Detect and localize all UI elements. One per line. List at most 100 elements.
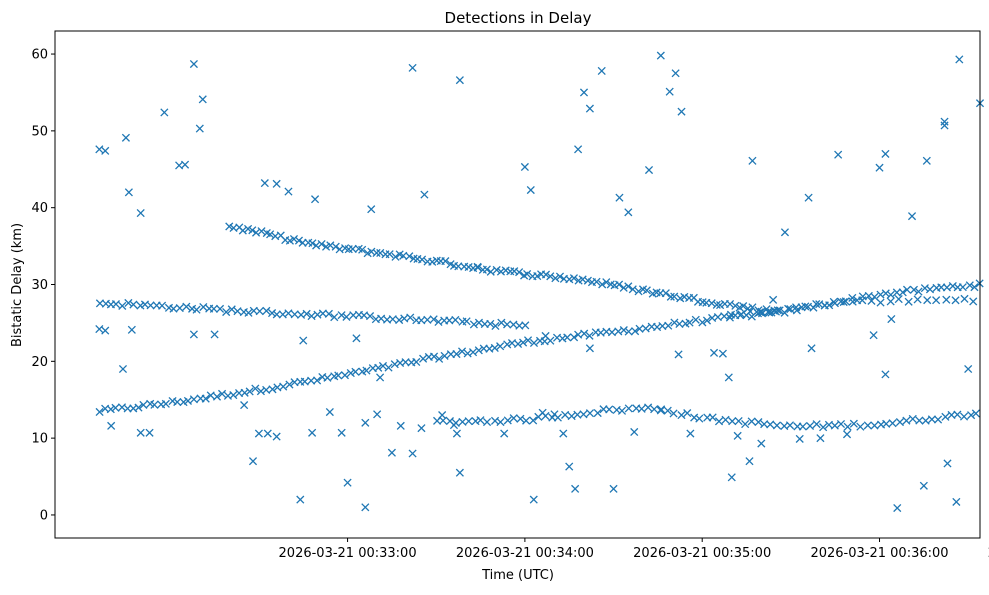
data-point bbox=[408, 449, 417, 458]
data-point bbox=[175, 304, 184, 313]
data-point bbox=[812, 299, 821, 309]
data-point bbox=[940, 117, 949, 126]
data-point bbox=[330, 313, 339, 322]
data-point bbox=[773, 306, 782, 315]
data-point bbox=[546, 272, 555, 281]
data-point bbox=[429, 315, 438, 324]
data-point bbox=[585, 409, 595, 418]
data-point bbox=[863, 421, 872, 430]
data-point bbox=[438, 411, 447, 420]
data-point bbox=[698, 318, 707, 327]
data-point bbox=[255, 307, 264, 316]
data-point bbox=[257, 227, 266, 236]
data-point bbox=[302, 309, 311, 318]
data-point bbox=[561, 410, 570, 419]
data-point bbox=[605, 405, 614, 414]
data-point bbox=[343, 478, 352, 487]
x-tick-label: 2026-03-21 00:35:00 bbox=[633, 546, 771, 561]
data-point bbox=[728, 417, 737, 426]
data-point bbox=[754, 418, 763, 427]
data-point bbox=[617, 406, 627, 415]
data-point bbox=[727, 473, 736, 482]
data-point bbox=[358, 245, 367, 254]
data-point bbox=[118, 301, 127, 310]
data-point bbox=[300, 377, 309, 386]
data-point bbox=[538, 408, 547, 417]
data-point bbox=[551, 274, 560, 283]
data-point bbox=[462, 317, 471, 326]
data-point bbox=[675, 319, 684, 329]
data-point bbox=[858, 296, 867, 305]
data-point bbox=[737, 310, 746, 319]
data-point bbox=[805, 421, 815, 430]
data-point bbox=[964, 364, 973, 374]
y-axis-label: Bistatic Delay (km) bbox=[10, 223, 25, 347]
data-point bbox=[469, 320, 478, 329]
data-point bbox=[455, 76, 464, 85]
data-point bbox=[101, 326, 110, 335]
data-point bbox=[503, 320, 512, 329]
data-point bbox=[419, 354, 428, 363]
data-point bbox=[716, 301, 725, 310]
data-point bbox=[267, 309, 277, 318]
data-point bbox=[624, 404, 633, 413]
data-point bbox=[491, 321, 500, 331]
data-point bbox=[244, 308, 253, 317]
data-point bbox=[748, 303, 757, 312]
data-point bbox=[285, 380, 294, 389]
plot-area bbox=[95, 51, 985, 513]
data-point bbox=[922, 156, 931, 165]
data-point bbox=[867, 296, 876, 305]
data-point bbox=[496, 267, 506, 276]
data-point bbox=[541, 331, 550, 341]
data-point bbox=[248, 226, 257, 235]
data-point bbox=[933, 415, 943, 424]
data-point bbox=[958, 283, 967, 292]
data-point bbox=[529, 338, 539, 348]
data-point bbox=[666, 292, 675, 301]
data-point bbox=[597, 66, 606, 76]
data-point bbox=[362, 366, 371, 375]
data-point bbox=[396, 421, 405, 430]
data-point bbox=[251, 384, 260, 393]
data-point bbox=[111, 300, 121, 309]
data-point bbox=[473, 262, 482, 271]
data-point bbox=[747, 417, 756, 426]
data-point bbox=[294, 236, 304, 245]
data-point bbox=[702, 316, 712, 325]
data-point bbox=[670, 318, 679, 327]
data-point bbox=[161, 399, 170, 408]
data-point bbox=[615, 193, 624, 202]
data-point bbox=[801, 302, 810, 311]
data-point bbox=[683, 409, 692, 418]
data-point bbox=[272, 179, 281, 188]
data-point bbox=[619, 283, 628, 292]
data-point bbox=[365, 312, 375, 321]
y-tick-label: 40 bbox=[31, 201, 48, 216]
data-point bbox=[541, 270, 551, 279]
data-point bbox=[927, 415, 936, 424]
data-point bbox=[624, 208, 633, 217]
data-point bbox=[839, 297, 848, 307]
data-point bbox=[101, 146, 110, 155]
data-point bbox=[212, 392, 222, 401]
data-point bbox=[677, 411, 686, 420]
data-point bbox=[948, 281, 957, 291]
data-point bbox=[157, 301, 167, 310]
data-point bbox=[323, 373, 332, 382]
data-point bbox=[391, 252, 400, 261]
data-point bbox=[746, 307, 755, 316]
data-point bbox=[951, 296, 960, 305]
data-point bbox=[279, 382, 288, 391]
data-point bbox=[455, 468, 464, 477]
data-point bbox=[661, 289, 670, 298]
data-point bbox=[714, 417, 724, 426]
data-point bbox=[733, 431, 742, 440]
data-point bbox=[476, 416, 485, 425]
data-point bbox=[124, 298, 133, 308]
data-point bbox=[820, 301, 829, 310]
data-point bbox=[592, 277, 601, 286]
data-point bbox=[209, 304, 218, 313]
data-point bbox=[769, 295, 778, 304]
